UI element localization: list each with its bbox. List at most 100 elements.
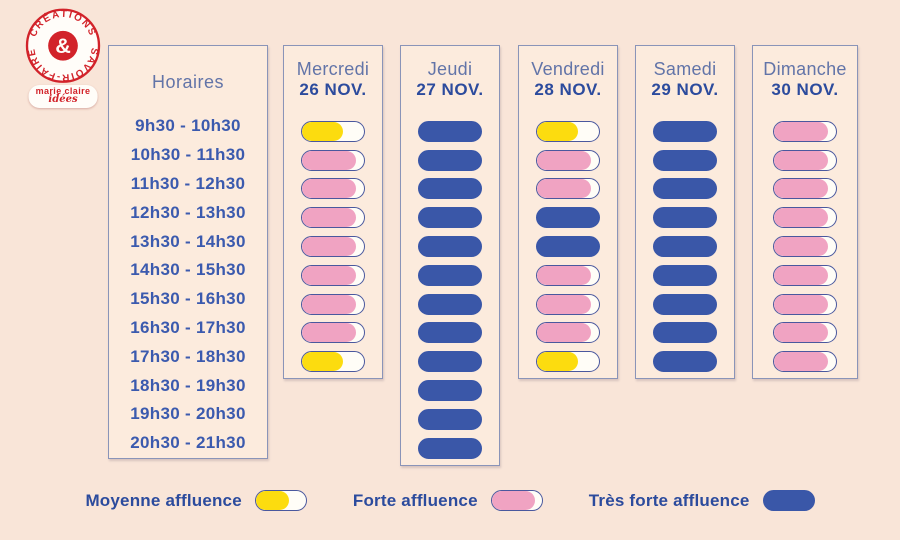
pill-fill xyxy=(774,294,828,314)
pill-fill xyxy=(537,237,599,257)
pill-fill xyxy=(419,265,481,285)
pill-fill xyxy=(419,409,481,429)
affluence-pill-tres-forte xyxy=(418,264,482,286)
affluence-pill-forte xyxy=(536,178,600,200)
affluence-pill-moyenne xyxy=(301,351,365,373)
pill-slot xyxy=(519,347,617,376)
pill-slot xyxy=(401,434,499,463)
affluence-pill-forte xyxy=(773,293,837,315)
affluence-pill-forte xyxy=(773,264,837,286)
day-pill-list xyxy=(284,117,382,376)
affluence-pill-tres-forte xyxy=(418,437,482,459)
pill-slot xyxy=(401,175,499,204)
pill-fill xyxy=(302,121,343,141)
pill-slot xyxy=(401,347,499,376)
pill-slot xyxy=(284,146,382,175)
affluence-pill-tres-forte xyxy=(653,149,717,171)
pill-fill xyxy=(537,150,591,170)
legend-item-moyenne: Moyenne affluence xyxy=(85,490,307,511)
pill-slot xyxy=(753,117,857,146)
affluence-pill-tres-forte xyxy=(536,207,600,229)
affluence-pill-tres-forte xyxy=(418,149,482,171)
pill-slot xyxy=(284,232,382,261)
pill-slot xyxy=(753,146,857,175)
time-slot-label: 17h30 - 18h30 xyxy=(130,346,246,366)
pill-fill xyxy=(419,179,481,199)
pill-fill xyxy=(302,237,356,257)
pill-slot xyxy=(401,319,499,348)
pill-slot xyxy=(753,203,857,232)
pill-fill xyxy=(654,121,716,141)
marie-claire-badge-title: marie claire xyxy=(35,86,91,96)
day-column-jeudi: Jeudi 27 NOV. xyxy=(400,45,500,466)
day-name: Samedi xyxy=(653,59,717,79)
pill-fill xyxy=(419,237,481,257)
day-pill-list xyxy=(401,117,499,463)
pill-fill xyxy=(302,323,356,343)
legend-label: Très forte affluence xyxy=(588,490,750,510)
affluence-pill-tres-forte xyxy=(418,120,482,142)
pill-slot xyxy=(284,203,382,232)
affluence-pill-tres-forte xyxy=(418,293,482,315)
day-column-vendredi: Vendredi 28 NOV. xyxy=(518,45,618,380)
pill-slot xyxy=(401,117,499,146)
affluence-pill-forte xyxy=(773,351,837,373)
affluence-pill-forte xyxy=(773,207,837,229)
pill-slot xyxy=(753,232,857,261)
hours-panel: Horaires 9h30 - 10h30 10h30 - 11h30 11h30 … xyxy=(108,45,268,459)
logo-creations-savoir-faire: & CRÉATIONS SAVOIR-FAIRE marie claire id… xyxy=(18,6,108,110)
pill-slot xyxy=(401,203,499,232)
day-date: 26 NOV. xyxy=(299,79,367,99)
pill-slot xyxy=(636,117,734,146)
pill-slot xyxy=(401,405,499,434)
affluence-pill-forte xyxy=(301,178,365,200)
affluence-pill-moyenne xyxy=(536,120,600,142)
pill-fill xyxy=(419,438,481,458)
logo-ampersand: & xyxy=(55,33,71,58)
affluence-pill-tres-forte xyxy=(762,490,815,511)
pill-slot xyxy=(636,290,734,319)
pill-slot xyxy=(401,290,499,319)
legend: Moyenne affluence Forte affluence Très for… xyxy=(0,490,900,511)
pill-fill xyxy=(763,491,814,510)
pill-fill xyxy=(302,208,356,228)
affluence-pill-forte xyxy=(301,207,365,229)
pill-slot xyxy=(753,347,857,376)
time-slot-label: 9h30 - 10h30 xyxy=(135,116,241,136)
pill-slot xyxy=(636,319,734,348)
affluence-pill-moyenne xyxy=(536,351,600,373)
affluence-pill-forte xyxy=(301,293,365,315)
pill-fill xyxy=(302,265,356,285)
day-pill-list xyxy=(636,117,734,376)
affluence-pill-tres-forte xyxy=(418,178,482,200)
pill-slot xyxy=(519,117,617,146)
affluence-pill-tres-forte xyxy=(418,351,482,373)
pill-slot xyxy=(401,261,499,290)
time-slot-label: 16h30 - 17h30 xyxy=(130,317,246,337)
pill-slot xyxy=(284,175,382,204)
pill-fill xyxy=(419,121,481,141)
pill-slot xyxy=(636,203,734,232)
affluence-pill-forte xyxy=(301,264,365,286)
pill-fill xyxy=(654,179,716,199)
pill-fill xyxy=(537,208,599,228)
pill-fill xyxy=(537,352,578,372)
pill-fill xyxy=(419,294,481,314)
time-slot-label: 14h30 - 15h30 xyxy=(130,260,246,280)
time-slot-label: 20h30 - 21h30 xyxy=(130,433,246,453)
pill-fill xyxy=(419,323,481,343)
pill-fill xyxy=(774,323,828,343)
marie-claire-badge: marie claire idées xyxy=(28,85,98,108)
day-pill-list xyxy=(753,117,857,376)
time-slot-label: 15h30 - 16h30 xyxy=(130,289,246,309)
affluence-pill-tres-forte xyxy=(653,293,717,315)
time-slot-label: 18h30 - 19h30 xyxy=(130,375,246,395)
day-name: Vendredi xyxy=(531,59,605,79)
affluence-pill-forte xyxy=(773,120,837,142)
pill-slot xyxy=(401,376,499,405)
pill-fill xyxy=(654,323,716,343)
day-date: 27 NOV. xyxy=(416,79,484,99)
affluence-pill-forte xyxy=(301,322,365,344)
marie-claire-badge-subtitle: idées xyxy=(48,94,78,105)
affluence-pill-tres-forte xyxy=(653,236,717,258)
